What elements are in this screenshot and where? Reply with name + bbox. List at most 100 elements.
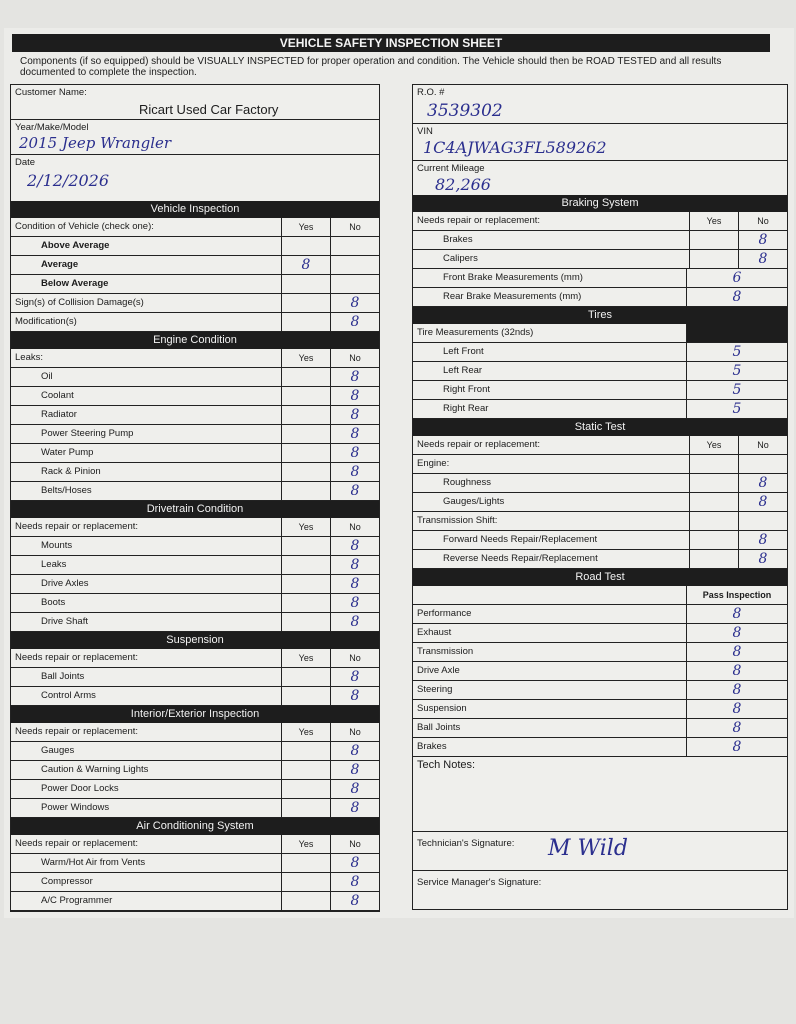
no-checkbox[interactable]: 8 [330, 368, 379, 386]
pass-checkbox[interactable]: 8 [686, 662, 787, 680]
pass-checkbox[interactable]: 8 [686, 605, 787, 623]
no-checkbox[interactable]: 8 [330, 556, 379, 574]
no-checkbox[interactable]: 8 [330, 575, 379, 593]
yes-checkbox[interactable] [281, 368, 330, 386]
yes-checkbox[interactable] [281, 275, 330, 293]
measurement-value[interactable]: 5 [686, 343, 787, 361]
measurement-value[interactable]: 6 [686, 269, 787, 287]
yes-checkbox[interactable] [281, 854, 330, 872]
section-header: Engine Condition [11, 332, 379, 349]
no-checkbox[interactable]: 8 [330, 742, 379, 760]
technician-signature-field[interactable]: Technician's Signature: M Wild [413, 832, 787, 871]
no-checkbox[interactable]: 8 [330, 892, 379, 910]
yes-checkbox[interactable] [281, 761, 330, 779]
date-field[interactable]: Date 2/12/2026 [11, 155, 379, 201]
no-checkbox[interactable] [738, 512, 787, 530]
yes-checkbox[interactable] [689, 231, 738, 249]
no-checkbox[interactable]: 8 [738, 550, 787, 568]
yes-checkbox[interactable] [281, 594, 330, 612]
yes-checkbox[interactable] [281, 482, 330, 500]
no-checkbox[interactable]: 8 [330, 537, 379, 555]
mileage-field[interactable]: Current Mileage 82,266 [413, 161, 787, 195]
yes-checkbox[interactable] [281, 425, 330, 443]
section-tires: Tires Tire Measurements (32nds) Left Front… [413, 307, 787, 419]
no-checkbox[interactable]: 8 [330, 761, 379, 779]
no-checkbox[interactable]: 8 [330, 854, 379, 872]
yes-checkbox[interactable] [689, 531, 738, 549]
yes-checkbox[interactable] [281, 873, 330, 891]
yes-checkbox[interactable] [281, 463, 330, 481]
no-checkbox[interactable]: 8 [330, 668, 379, 686]
measurement-value[interactable]: 5 [686, 381, 787, 399]
no-checkbox[interactable] [330, 275, 379, 293]
pass-checkbox[interactable]: 8 [686, 700, 787, 718]
yes-checkbox[interactable] [281, 387, 330, 405]
row-label: Exhaust [417, 627, 452, 638]
no-checkbox[interactable]: 8 [738, 493, 787, 511]
yes-checkbox[interactable] [281, 799, 330, 817]
pass-checkbox[interactable]: 8 [686, 681, 787, 699]
yes-checkbox[interactable] [281, 237, 330, 255]
no-checkbox[interactable]: 8 [738, 250, 787, 268]
no-checkbox[interactable]: 8 [330, 780, 379, 798]
ro-number-field[interactable]: R.O. # 3539302 [413, 85, 787, 124]
yes-checkbox[interactable] [281, 742, 330, 760]
no-checkbox[interactable]: 8 [330, 463, 379, 481]
no-checkbox[interactable]: 8 [330, 482, 379, 500]
yes-checkbox[interactable] [281, 294, 330, 312]
row-label: Control Arms [41, 690, 96, 701]
vin-field[interactable]: VIN 1C4AJWAG3FL589262 [413, 124, 787, 161]
pass-checkbox[interactable]: 8 [686, 738, 787, 756]
no-checkbox[interactable]: 8 [738, 474, 787, 492]
yes-checkbox[interactable] [689, 250, 738, 268]
yes-checkbox[interactable] [281, 668, 330, 686]
pass-checkbox[interactable]: 8 [686, 624, 787, 642]
no-checkbox[interactable]: 8 [330, 873, 379, 891]
yes-checkbox[interactable] [281, 575, 330, 593]
no-checkbox[interactable]: 8 [330, 687, 379, 705]
yes-checkbox[interactable] [689, 493, 738, 511]
no-checkbox[interactable]: 8 [330, 444, 379, 462]
no-checkbox[interactable]: 8 [738, 231, 787, 249]
yes-checkbox[interactable] [689, 512, 738, 530]
no-checkbox[interactable]: 8 [330, 294, 379, 312]
no-checkbox[interactable]: 8 [330, 406, 379, 424]
no-checkbox[interactable]: 8 [330, 799, 379, 817]
no-checkbox[interactable] [738, 455, 787, 473]
inspection-row-brakes: Brakes 8 [413, 738, 787, 757]
yes-checkbox[interactable] [281, 613, 330, 631]
tech-notes-field[interactable]: Tech Notes: [413, 757, 787, 832]
yes-checkbox[interactable] [281, 313, 330, 331]
no-checkbox[interactable]: 8 [330, 313, 379, 331]
pass-checkbox[interactable]: 8 [686, 643, 787, 661]
yes-checkbox[interactable] [281, 687, 330, 705]
yes-checkbox[interactable] [281, 406, 330, 424]
no-checkbox[interactable]: 8 [330, 594, 379, 612]
yes-checkbox[interactable] [281, 556, 330, 574]
yes-checkbox[interactable] [689, 474, 738, 492]
column-header-yes: Yes [281, 649, 330, 667]
yes-checkbox[interactable] [281, 537, 330, 555]
no-checkbox[interactable]: 8 [738, 531, 787, 549]
yes-checkbox[interactable] [281, 444, 330, 462]
column-header-row: Needs repair or replacement: Yes No [11, 723, 379, 742]
yes-checkbox[interactable] [281, 892, 330, 910]
yes-checkbox[interactable]: 8 [281, 256, 330, 274]
no-checkbox[interactable]: 8 [330, 613, 379, 631]
yes-checkbox[interactable] [281, 780, 330, 798]
measurement-value[interactable]: 8 [686, 288, 787, 306]
no-checkbox[interactable]: 8 [330, 425, 379, 443]
year-make-model-field[interactable]: Year/Make/Model 2015 Jeep Wrangler [11, 120, 379, 155]
customer-name-value: Ricart Used Car Factory [139, 102, 279, 117]
no-checkbox[interactable] [330, 256, 379, 274]
service-manager-signature-field[interactable]: Service Manager's Signature: [413, 871, 787, 909]
customer-name-field[interactable]: Customer Name: Ricart Used Car Factory [11, 85, 379, 120]
yes-checkbox[interactable] [689, 550, 738, 568]
pass-checkbox[interactable]: 8 [686, 719, 787, 737]
yes-checkbox[interactable] [689, 455, 738, 473]
no-checkbox[interactable]: 8 [330, 387, 379, 405]
no-checkbox[interactable] [330, 237, 379, 255]
measurement-value[interactable]: 5 [686, 362, 787, 380]
column-header-row: Leaks: Yes No [11, 349, 379, 368]
measurement-value[interactable]: 5 [686, 400, 787, 418]
